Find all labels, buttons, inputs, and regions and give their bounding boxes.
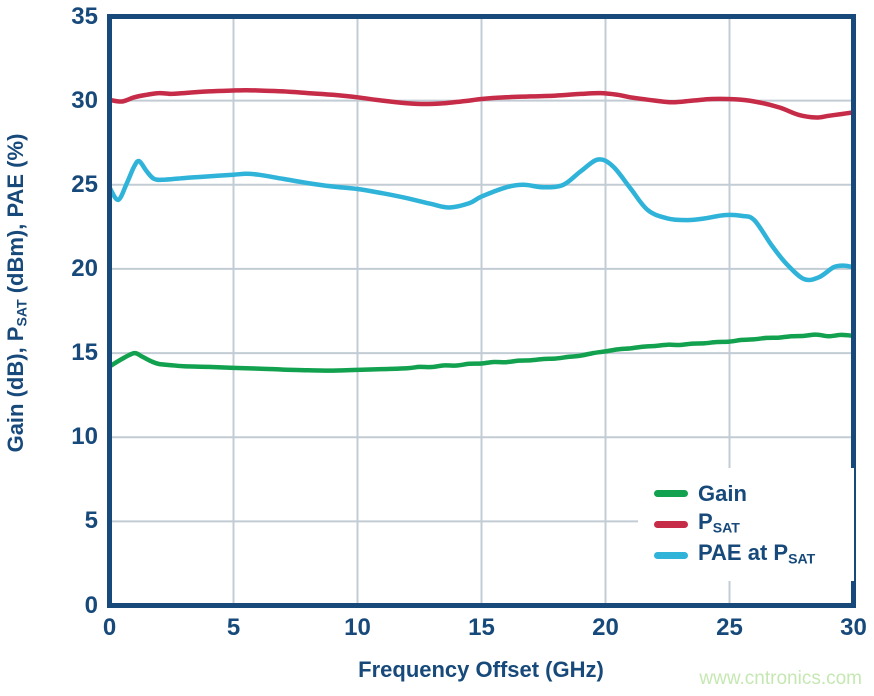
legend-label-pae: PAE at PSAT xyxy=(698,539,816,567)
watermark: www.cntronics.com xyxy=(699,668,862,689)
x-tick-label: 30 xyxy=(840,614,867,641)
y-tick-label: 15 xyxy=(71,339,98,367)
series-line-pae xyxy=(107,157,856,283)
x-axis-title: Frequency Offset (GHz) xyxy=(358,657,604,682)
y-tick-label: 30 xyxy=(71,86,98,114)
legend: Gain PSAT PAE at PSAT xyxy=(638,468,854,581)
legend-item-psat: PSAT xyxy=(654,509,854,540)
label-subscript: SAT xyxy=(788,550,816,567)
legend-swatch-pae xyxy=(654,552,688,559)
series-line-gain xyxy=(107,332,856,373)
legend-label-psat: PSAT xyxy=(698,508,740,536)
legend-swatch-gain xyxy=(654,490,688,497)
x-tick-label: 5 xyxy=(226,614,241,641)
x-tick-label: 0 xyxy=(102,614,117,641)
plot-frame xyxy=(107,14,856,608)
x-tick-label: 25 xyxy=(716,614,743,641)
y-tick-label: 20 xyxy=(71,254,98,282)
y-tick-label: 5 xyxy=(84,507,98,535)
legend-item-pae: PAE at PSAT xyxy=(654,540,854,571)
x-tick-label: 10 xyxy=(344,614,371,641)
series-line-psat xyxy=(107,87,856,120)
y-tick-label: 25 xyxy=(71,170,98,198)
legend-swatch-psat xyxy=(654,521,688,528)
x-tick-label: 15 xyxy=(468,614,495,641)
x-tick-label: 20 xyxy=(592,614,619,641)
label-subscript: SAT xyxy=(712,519,740,536)
legend-item-gain: Gain xyxy=(654,478,854,509)
y-tick-label: 0 xyxy=(84,591,98,619)
y-tick-label: 35 xyxy=(71,2,98,30)
legend-label-gain: Gain xyxy=(698,480,747,506)
label-subscript: SAT xyxy=(13,299,30,327)
y-tick-label: 10 xyxy=(71,423,98,451)
